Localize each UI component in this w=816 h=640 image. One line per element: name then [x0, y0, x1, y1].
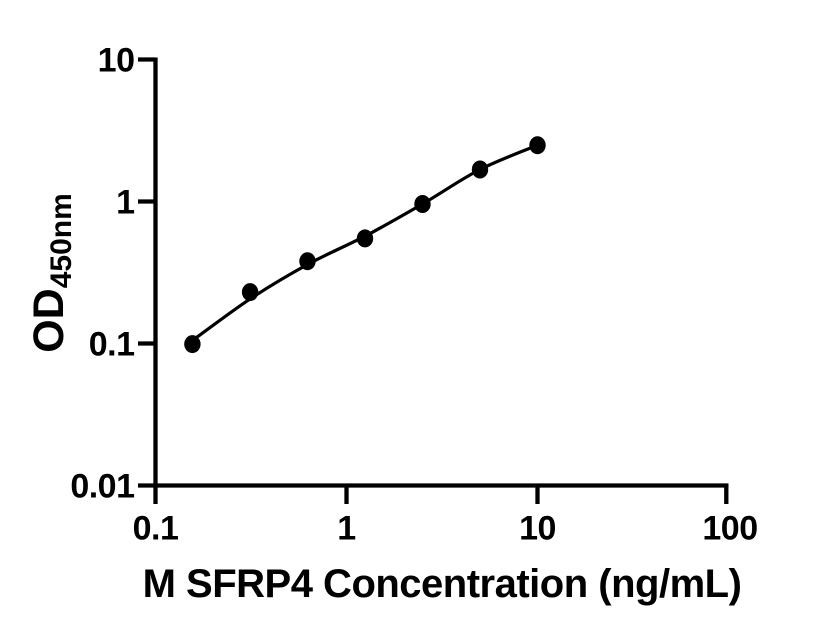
- y-tick-label: 1: [116, 184, 134, 222]
- data-point-marker: [299, 252, 316, 271]
- x-tick-label: 10: [519, 510, 556, 548]
- y-axis-title-subscript: 450nm: [45, 193, 78, 288]
- data-point-marker: [184, 335, 201, 354]
- y-axis-title: OD450nm: [25, 193, 78, 353]
- y-axis-title-main: OD: [25, 288, 73, 353]
- y-tick-label: 10: [98, 42, 135, 80]
- x-tick-label: 0.1: [133, 510, 179, 548]
- data-layer: [184, 136, 546, 354]
- y-tick-label: 0.01: [70, 468, 134, 506]
- data-point-marker: [529, 136, 546, 155]
- data-point-marker: [414, 195, 431, 213]
- x-tick-label: 1: [337, 510, 355, 548]
- x-axis-title: M SFRP4 Concentration (ng/mL): [143, 562, 742, 606]
- y-tick-label: 0.1: [89, 326, 135, 364]
- axes-layer: 0.01 0.1 1 10 0.1 1 10 100: [70, 42, 758, 548]
- data-point-marker: [241, 283, 259, 302]
- x-tick-label: 100: [702, 510, 757, 548]
- data-point-marker: [471, 160, 489, 179]
- data-point-marker: [356, 229, 374, 248]
